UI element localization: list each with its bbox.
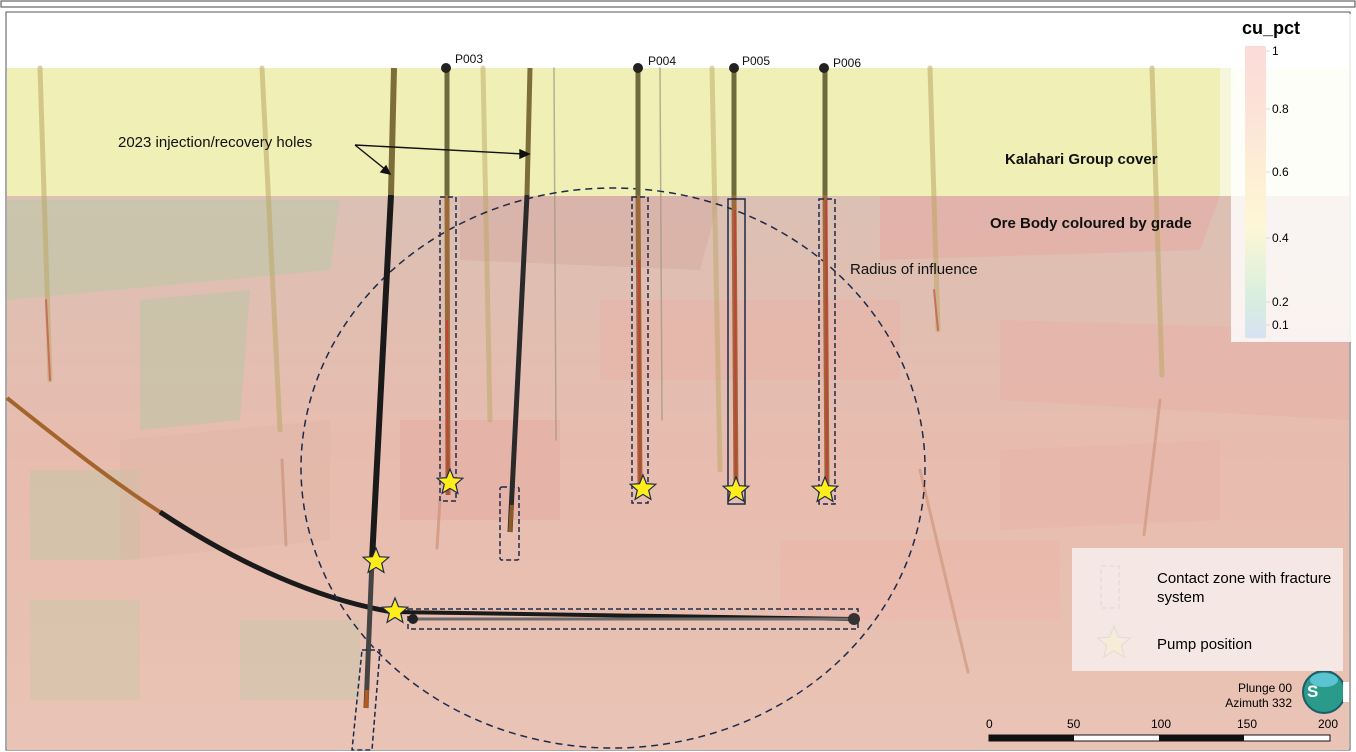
hole-p006[interactable] (818, 63, 836, 505)
scale-tick: 150 (1237, 717, 1258, 731)
pump-star (435, 467, 465, 495)
hole-p005[interactable] (727, 63, 746, 505)
pump-positions (361, 467, 840, 624)
hole-tag-p004: P004 (648, 54, 677, 68)
colorbar-title: cu_pct (1242, 18, 1301, 38)
azimuth-label: Azimuth 332 (1225, 696, 1292, 710)
hole-tag-p005: P005 (742, 54, 771, 68)
scale-bar (988, 734, 1331, 742)
injection-hole-right (499, 67, 533, 561)
colorbar-tick: 0.4 (1272, 231, 1289, 245)
injection-hole-left (351, 67, 397, 751)
pump-star (628, 473, 658, 501)
background-drillholes (37, 65, 1165, 674)
colorbar-tick: 0.6 (1272, 165, 1289, 179)
key-contact-zone-label: Contact zone with fracture system (1157, 570, 1332, 606)
colorbar-tick: 1 (1272, 44, 1279, 58)
scale-tick: 100 (1151, 717, 1172, 731)
hole-tag-p006: P006 (833, 56, 862, 70)
cover-label: Kalahari Group cover (1005, 151, 1158, 168)
radius-label: Radius of influence (850, 261, 978, 278)
badge-letter: S (1307, 682, 1319, 701)
hole-p004[interactable] (631, 63, 649, 504)
orientation-badge (1302, 670, 1349, 714)
pump-star (380, 596, 410, 624)
pump-star (810, 475, 840, 503)
pump-star (721, 475, 751, 503)
pump-star (361, 546, 391, 574)
colorbar-tick: 0.2 (1272, 295, 1289, 309)
inclined-drillhole (5, 396, 162, 514)
legend-key-box (1072, 548, 1343, 671)
horizontal-drillhole (392, 608, 860, 630)
colorbar-tick: 0.8 (1272, 102, 1289, 116)
injection-holes-label: 2023 injection/recovery holes (118, 134, 313, 151)
ore-body-label: Ore Body coloured by grade (990, 215, 1192, 232)
colorbar-tick: 0.1 (1272, 318, 1289, 332)
colorbar-panel (1231, 14, 1355, 342)
key-pump-label: Pump position (1157, 636, 1253, 653)
callout-arrows (354, 144, 531, 176)
scale-tick: 0 (986, 717, 993, 731)
view-orientation: Plunge 00 Azimuth 332 (1170, 681, 1292, 711)
scale-tick: 200 (1318, 717, 1339, 731)
scale-tick: 50 (1067, 717, 1081, 731)
plunge-label: Plunge 00 (1237, 681, 1292, 695)
radius-of-influence-circle (300, 187, 926, 749)
hole-p003[interactable] (439, 63, 457, 502)
kalahari-cover-layer (7, 68, 1349, 196)
hole-tag-p003: P003 (455, 52, 484, 66)
